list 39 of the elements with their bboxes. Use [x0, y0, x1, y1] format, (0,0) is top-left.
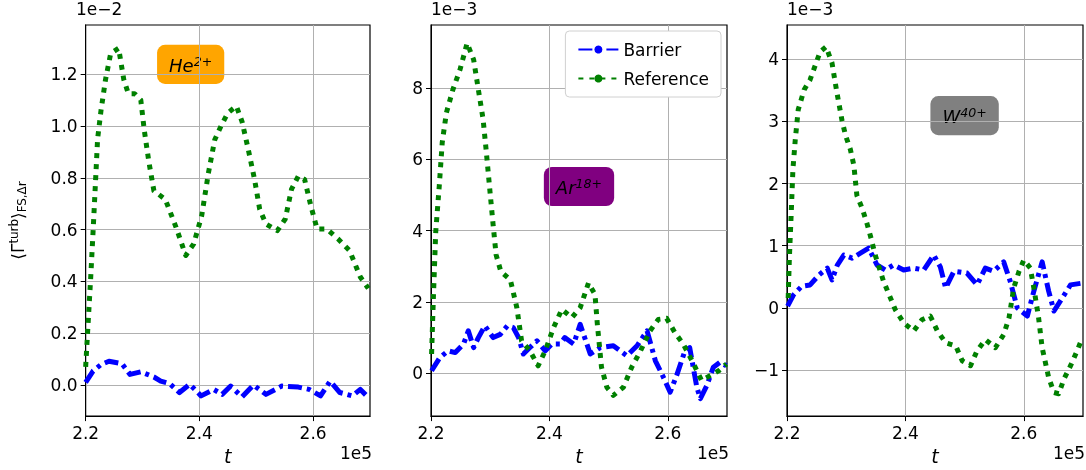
y-tick-label: 0 — [768, 297, 779, 318]
text: 1e−3 — [431, 0, 478, 19]
y-tick-label: 3 — [768, 111, 779, 132]
y-tick-label: 0.2 — [50, 323, 78, 344]
y-tick-label: 4 — [768, 49, 779, 70]
y-tick-label: 2 — [412, 291, 423, 312]
x-axis-title: t — [931, 444, 941, 467]
y-tick-label: 1.2 — [50, 64, 78, 85]
text: 1e−3 — [787, 0, 834, 19]
y-tick-label: 2 — [768, 173, 779, 194]
x-tick-label: 2.4 — [185, 422, 213, 443]
y-tick-label: 0 — [412, 363, 423, 384]
y-tick-label: 0.8 — [50, 167, 78, 188]
x-tick-label: 2.4 — [535, 422, 563, 443]
text: 1e5 — [1052, 442, 1085, 463]
y-tick-label: 1 — [768, 235, 779, 256]
x-tick-label: 2.2 — [773, 422, 801, 443]
x-tick-label: 2.6 — [1010, 422, 1038, 443]
y-tick-label: 0.6 — [50, 219, 78, 240]
text: 1e5 — [696, 442, 729, 463]
text: 1e−2 — [76, 0, 123, 19]
y-tick-label: 0.4 — [50, 271, 78, 292]
y-tick-label: 4 — [412, 220, 423, 241]
x-axis-title: t — [224, 444, 234, 467]
legend-label: Reference — [623, 68, 709, 89]
x-tick-label: 2.2 — [417, 422, 445, 443]
y-axis-title: ⟨Γturb⟩FS,Δr — [7, 181, 29, 260]
y-tick-label: −1 — [753, 360, 779, 381]
y-tick-label: 6 — [412, 149, 423, 170]
y-tick-label: 1.0 — [50, 116, 78, 137]
y-tick-label: 0.0 — [50, 375, 78, 396]
x-tick-label: 2.6 — [654, 422, 682, 443]
x-tick-label: 2.6 — [299, 422, 327, 443]
x-axis-title: t — [575, 444, 585, 467]
x-tick-label: 2.4 — [891, 422, 919, 443]
y-tick-label: 8 — [412, 77, 423, 98]
text: 1e5 — [339, 442, 372, 463]
legend-label: Barrier — [623, 39, 682, 60]
x-tick-label: 2.2 — [72, 422, 100, 443]
